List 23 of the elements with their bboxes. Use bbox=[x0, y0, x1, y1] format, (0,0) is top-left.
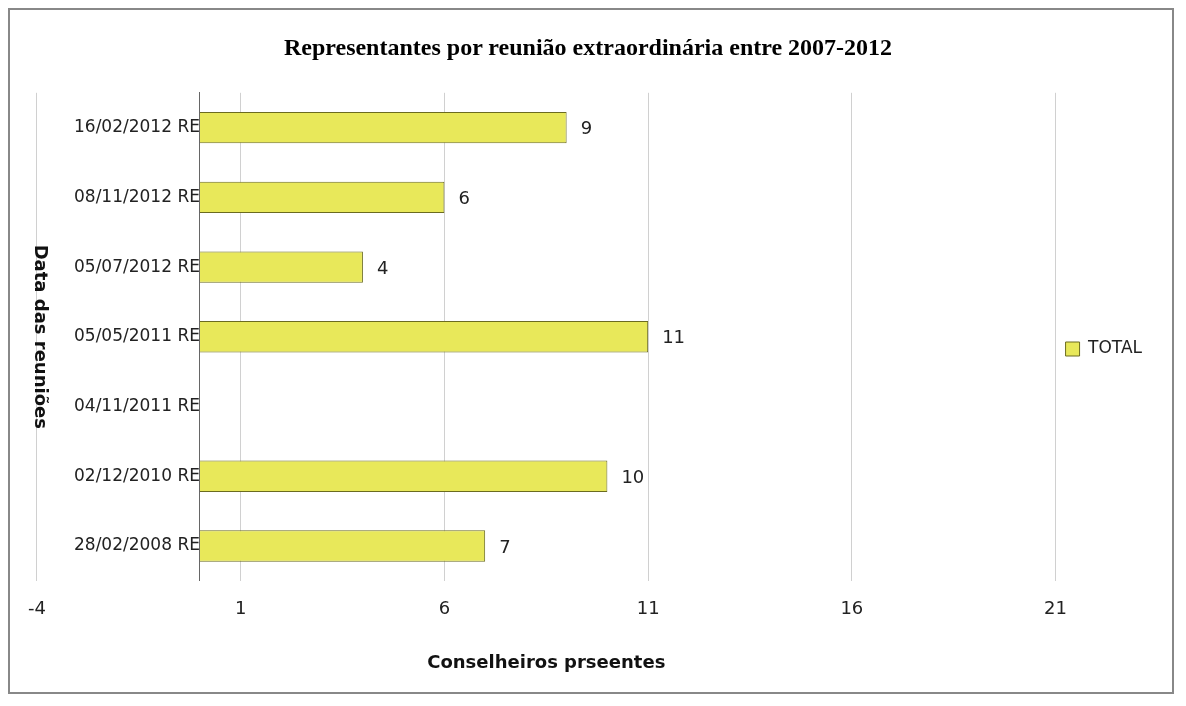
x-tick-label: 16 bbox=[840, 597, 864, 619]
y-axis-title: Data das reuniões bbox=[30, 244, 52, 429]
y-tick-label: 16/02/2012 RE bbox=[74, 116, 200, 137]
x-tick-label: -4 bbox=[28, 597, 46, 619]
y-tick-label: 05/05/2011 RE bbox=[74, 325, 200, 346]
x-tick-label: 11 bbox=[636, 597, 660, 619]
data-label: 10 bbox=[621, 465, 645, 487]
chart-title: Representantes por reunião extraordinária entre 2007-2012 bbox=[283, 33, 893, 60]
legend-label: TOTAL bbox=[1087, 337, 1143, 358]
y-tick-label: 04/11/2011 RE bbox=[74, 394, 200, 415]
x-tick-label: 6 bbox=[438, 597, 451, 619]
data-label: 6 bbox=[458, 187, 470, 209]
data-label: 11 bbox=[662, 326, 686, 348]
y-tick-label: 02/12/2010 RE bbox=[74, 464, 200, 485]
y-tick-label: 05/07/2012 RE bbox=[74, 255, 200, 276]
data-label: 7 bbox=[499, 535, 511, 557]
y-tick-label: 28/02/2008 RE bbox=[74, 534, 200, 555]
x-tick-label: 1 bbox=[234, 597, 247, 619]
x-axis-title: Conselheiros prseentes bbox=[427, 650, 666, 672]
y-tick-label: 08/11/2012 RE bbox=[74, 185, 200, 206]
data-label: 4 bbox=[376, 256, 389, 278]
data-label: 9 bbox=[580, 117, 593, 139]
x-tick-label: 21 bbox=[1044, 597, 1068, 619]
